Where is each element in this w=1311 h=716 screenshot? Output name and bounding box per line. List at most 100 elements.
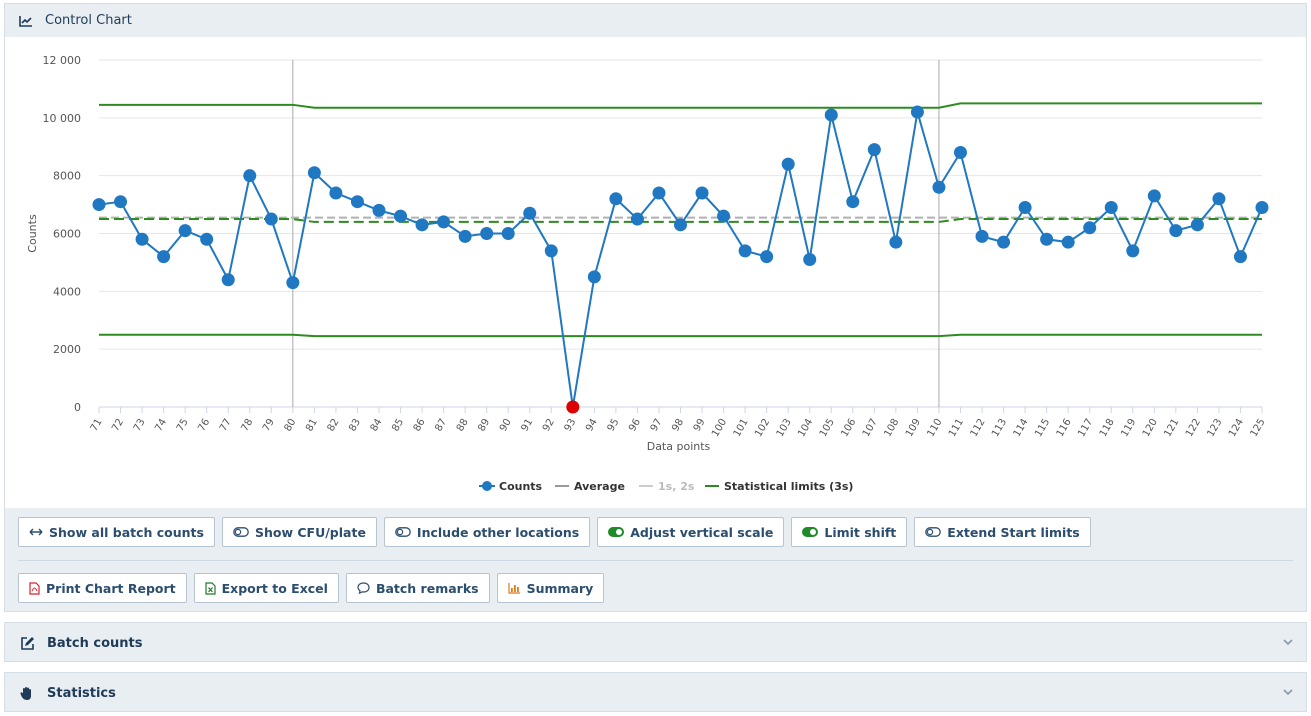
- toggle-on-icon: [802, 527, 819, 537]
- y-tick-label: 10 000: [43, 112, 82, 125]
- show-cfu-plate-button[interactable]: Show CFU/plate: [221, 517, 377, 547]
- control-chart: 0 2000 4000 6000 8000 10 000 12 000 71 72 73 74 75 7…: [26, 54, 1269, 493]
- x-tick-label: 72: [110, 417, 126, 434]
- summary-button[interactable]: Summary: [496, 573, 605, 603]
- data-point: [932, 180, 946, 194]
- x-tick-label: 109: [904, 417, 923, 439]
- x-tick-label: 83: [347, 417, 363, 434]
- data-point: [307, 166, 321, 180]
- x-tick-label: 111: [947, 417, 966, 439]
- x-tick-label: 106: [839, 417, 858, 439]
- line-chart-icon: [19, 14, 33, 28]
- adjust-vertical-scale-button[interactable]: Adjust vertical scale: [597, 517, 785, 547]
- x-tick-label: 107: [861, 417, 880, 439]
- data-point: [652, 186, 666, 200]
- data-point: [695, 186, 709, 200]
- x-tick-label: 108: [882, 417, 901, 439]
- show-all-batch-counts-button[interactable]: Show all batch counts: [18, 517, 215, 547]
- chevron-down-icon[interactable]: [1282, 686, 1294, 702]
- x-tick-label: 110: [925, 417, 944, 439]
- data-point: [1083, 221, 1097, 235]
- limit-shift-button[interactable]: Limit shift: [791, 517, 908, 547]
- data-point: [372, 203, 386, 217]
- x-tick-label: 75: [175, 417, 191, 434]
- x-tick-label: 117: [1076, 417, 1095, 439]
- legend-label: Counts: [499, 480, 543, 493]
- data-point: [480, 227, 494, 240]
- excel-file-icon: [205, 581, 216, 595]
- batch-counts-section[interactable]: Batch counts: [4, 622, 1307, 662]
- data-point: [501, 227, 515, 240]
- x-tick-label: 77: [218, 417, 234, 434]
- x-tick-label: 71: [89, 417, 105, 434]
- data-point: [1018, 200, 1032, 214]
- data-point: [200, 232, 214, 246]
- data-point: [286, 276, 300, 290]
- extend-start-limits-button[interactable]: Extend Start limits: [914, 517, 1091, 547]
- x-tick-label: 92: [541, 417, 557, 434]
- out-of-control-point: [566, 400, 580, 414]
- data-point: [1190, 218, 1204, 232]
- edit-icon: [19, 635, 35, 651]
- data-point: [221, 273, 235, 287]
- x-tick-label: 100: [710, 417, 729, 439]
- data-point: [1126, 244, 1140, 258]
- legend-label: Average: [574, 480, 625, 493]
- data-point: [458, 229, 472, 243]
- data-point: [803, 253, 817, 267]
- statistics-header[interactable]: Statistics: [5, 673, 1306, 713]
- y-tick-label: 2000: [53, 343, 81, 356]
- toggle-on-icon: [608, 527, 625, 537]
- data-point: [437, 215, 451, 229]
- data-point: [846, 195, 860, 209]
- x-tick-label: 98: [670, 417, 686, 434]
- data-point: [350, 195, 364, 209]
- chart-controls: Show all batch counts Show CFU/plate Inclu…: [5, 508, 1306, 611]
- button-label: Show all batch counts: [49, 524, 204, 540]
- data-point: [717, 209, 731, 223]
- batch-counts-header[interactable]: Batch counts: [5, 623, 1306, 663]
- x-tick-label: 115: [1033, 417, 1052, 439]
- data-point: [975, 229, 989, 243]
- data-point: [953, 146, 967, 160]
- lower-control-limit: [99, 333, 1262, 338]
- x-tick-label: 86: [412, 417, 428, 434]
- action-button-row: Print Chart Report Export to Excel Batch r…: [18, 573, 605, 603]
- y-tick-label: 12 000: [43, 54, 82, 67]
- upper-control-limit: [99, 102, 1262, 109]
- data-point: [889, 235, 903, 249]
- data-point: [264, 212, 278, 226]
- include-other-locations-button[interactable]: Include other locations: [383, 517, 591, 547]
- pdf-file-icon: [29, 581, 40, 595]
- hand-icon: [19, 685, 35, 701]
- data-point: [1233, 250, 1247, 264]
- print-chart-report-button[interactable]: Print Chart Report: [18, 573, 187, 603]
- y-axis-title: Counts: [26, 214, 39, 253]
- batch-remarks-button[interactable]: Batch remarks: [345, 573, 490, 603]
- panel-title: Control Chart: [45, 13, 132, 28]
- control-chart-header: Control Chart: [5, 4, 1306, 37]
- export-to-excel-button[interactable]: Export to Excel: [193, 573, 339, 603]
- data-point: [674, 218, 687, 232]
- chart-area: 0 2000 4000 6000 8000 10 000 12 000 71 72 73 74 75 7…: [5, 37, 1306, 508]
- x-tick-label: 80: [283, 417, 299, 434]
- legend-counts-marker: [482, 481, 492, 491]
- data-point: [781, 157, 795, 171]
- button-label: Adjust vertical scale: [630, 524, 774, 540]
- data-point: [1040, 232, 1054, 246]
- toggle-off-icon: [395, 527, 411, 537]
- x-tick-label: 87: [433, 417, 449, 434]
- data-point: [630, 212, 644, 226]
- chevron-down-icon[interactable]: [1282, 636, 1294, 652]
- button-label: Extend Start limits: [947, 524, 1080, 540]
- counts-series-line: [98, 111, 1263, 408]
- data-point: [760, 250, 774, 264]
- statistics-section[interactable]: Statistics: [4, 672, 1307, 712]
- data-point: [178, 224, 192, 238]
- data-point: [997, 235, 1011, 249]
- x-axis-title: Data points: [647, 440, 711, 453]
- legend-label: Statistical limits (3s): [724, 480, 853, 493]
- x-tick-label: 78: [239, 417, 255, 434]
- toggle-button-row: Show all batch counts Show CFU/plate Inclu…: [18, 517, 1091, 547]
- button-label: Show CFU/plate: [254, 524, 366, 540]
